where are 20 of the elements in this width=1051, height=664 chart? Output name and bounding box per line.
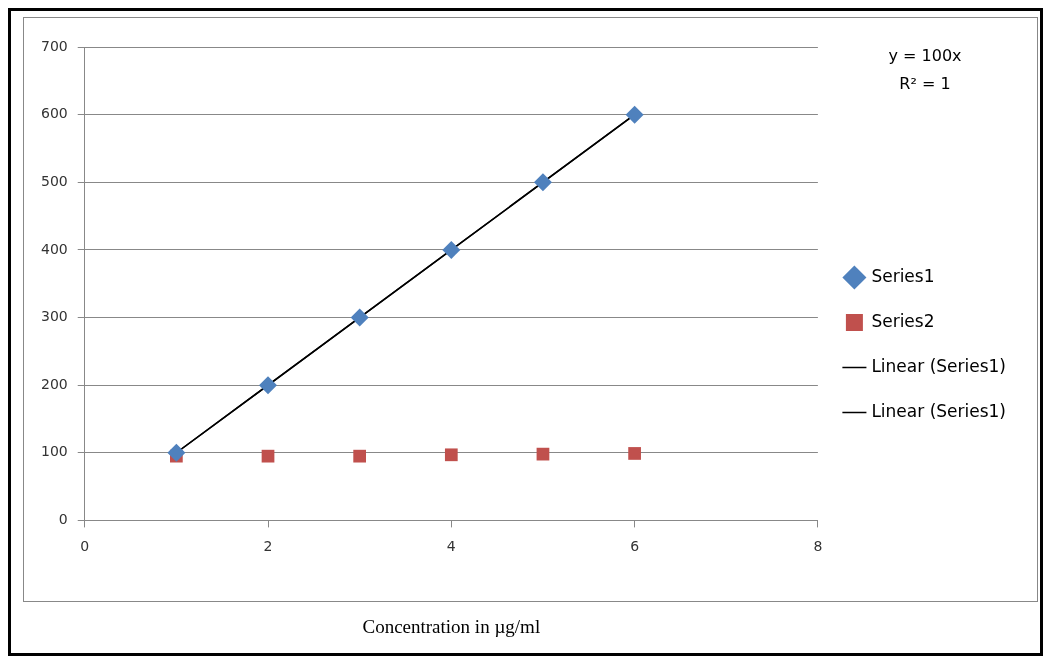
- x-axis-title: Concentration in µg/ml: [362, 615, 541, 637]
- x-tick-label: 8: [813, 538, 823, 555]
- x-tick-label: 2: [263, 538, 273, 555]
- legend-label: Series2: [871, 310, 935, 331]
- legend-label: Linear (Series1): [871, 355, 1007, 376]
- y-tick-label: 400: [40, 240, 68, 257]
- y-tick-label: 0: [58, 511, 68, 528]
- text: R² = 1: [899, 74, 951, 93]
- legend-label: Series1: [871, 265, 935, 286]
- y-tick-label: 100: [40, 443, 68, 460]
- x-tick-label: 0: [80, 538, 90, 555]
- y-tick-label: 300: [40, 308, 68, 325]
- y-tick-label: 200: [40, 375, 68, 392]
- text: y = 100x: [888, 46, 962, 65]
- x-tick-label: 6: [630, 538, 640, 555]
- y-tick-label: 700: [40, 37, 68, 54]
- y-tick-label: 500: [40, 172, 68, 189]
- y-tick-label: 600: [40, 105, 68, 122]
- x-tick-label: 4: [446, 538, 456, 555]
- legend-label: Linear (Series1): [871, 400, 1007, 421]
